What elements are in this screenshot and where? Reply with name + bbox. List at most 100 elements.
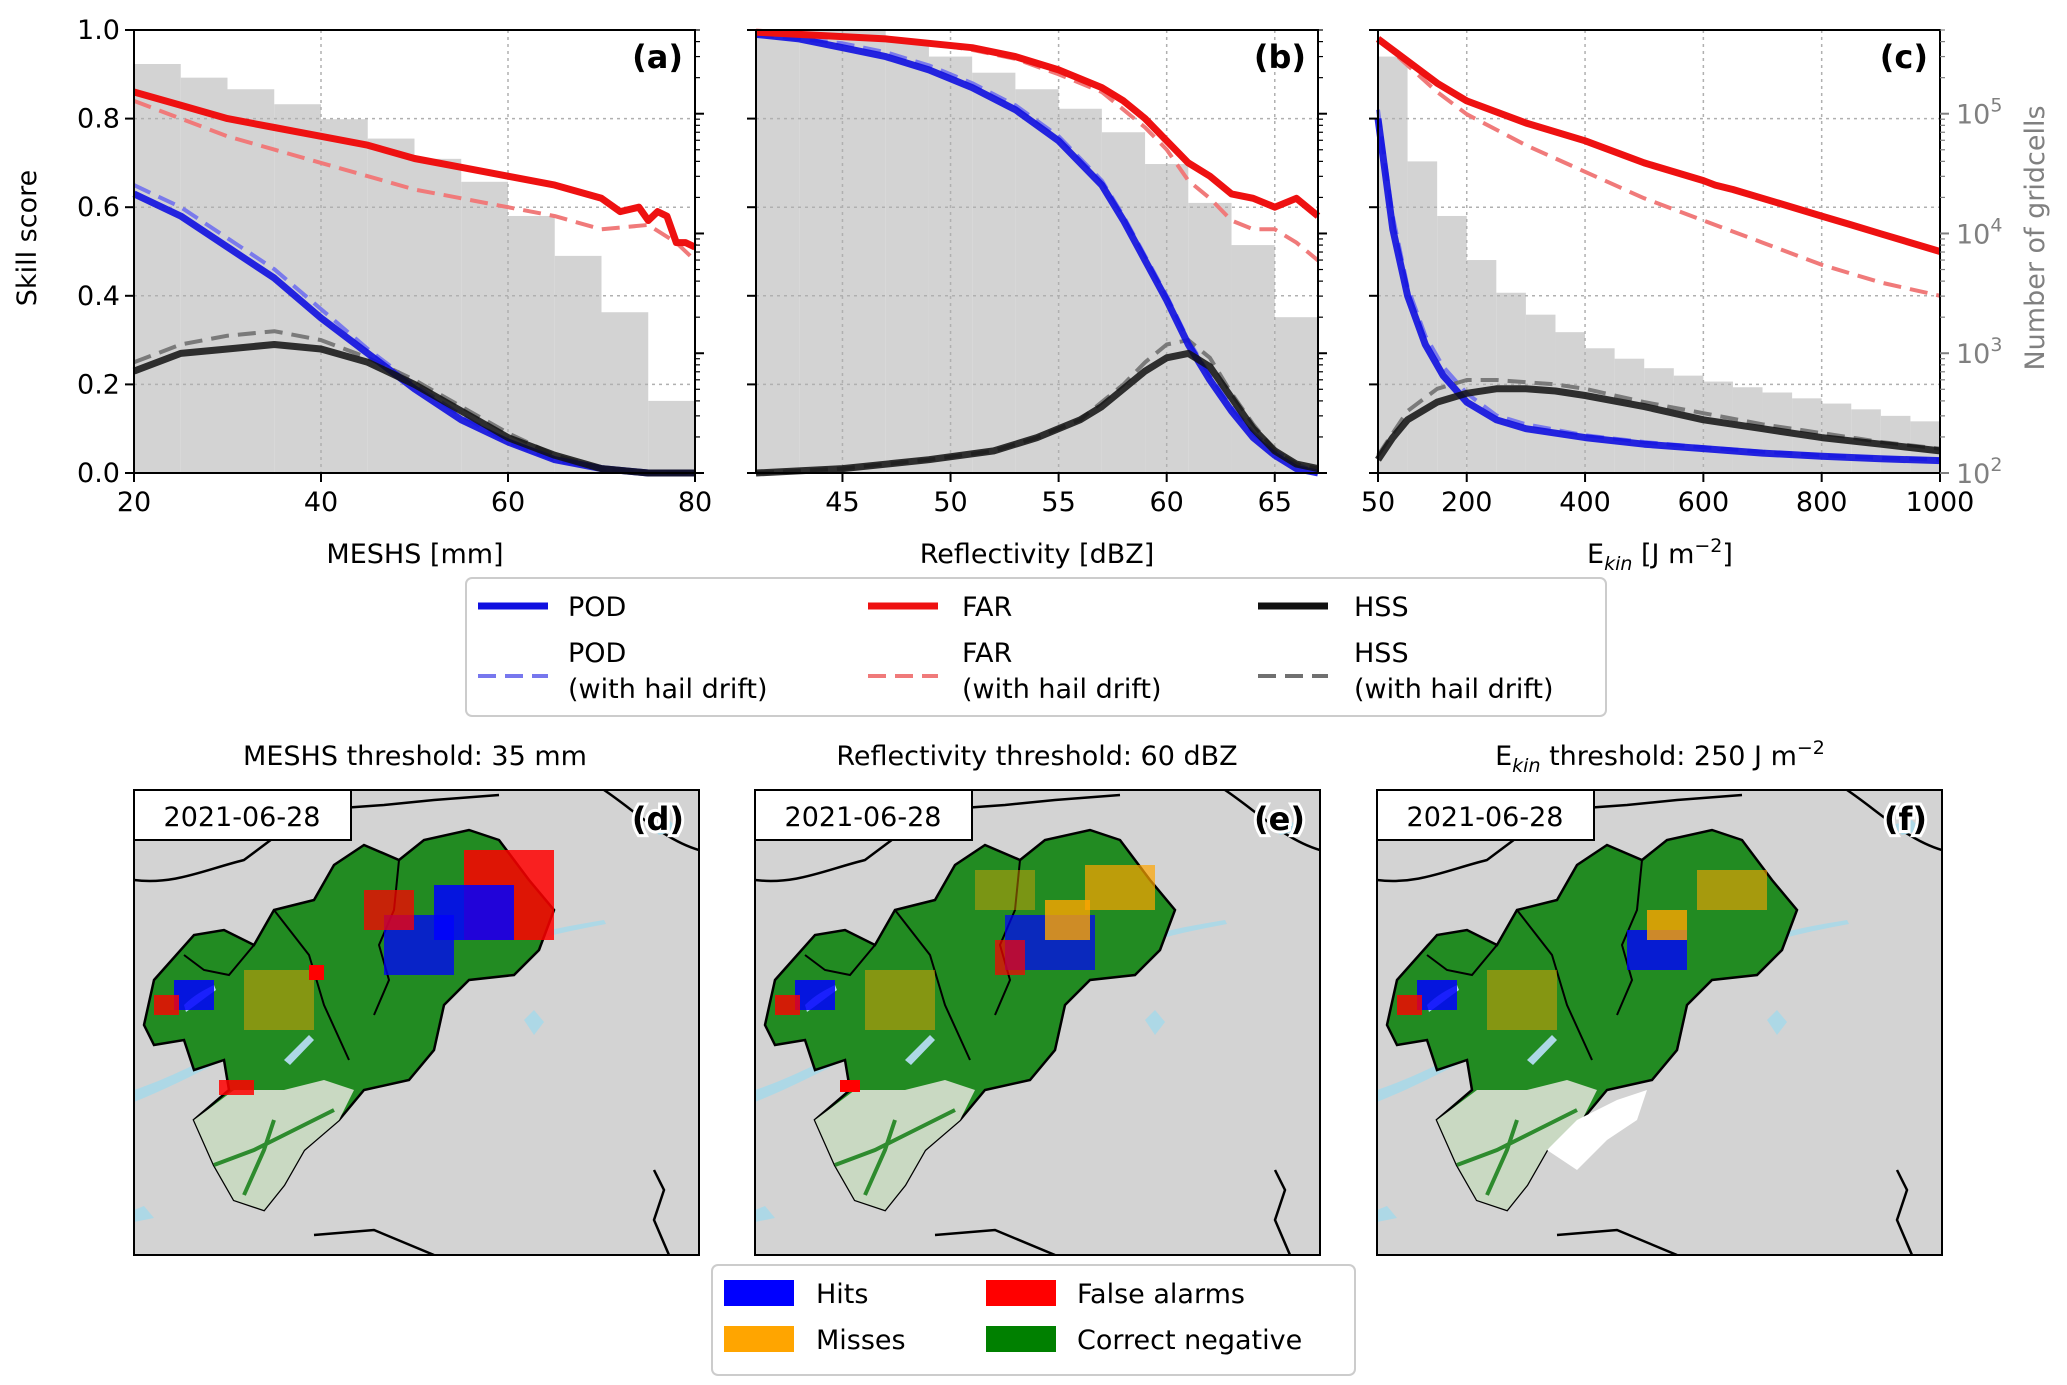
map-overlay-d <box>154 850 554 1095</box>
legend-label-false-alarms: False alarms <box>1077 1279 1245 1310</box>
legend-label-hits: Hits <box>816 1279 868 1310</box>
y-axis-label: Skill score <box>12 170 43 306</box>
histogram-bar <box>1644 368 1674 473</box>
series-line-far-with-hail-drift <box>133 99 697 262</box>
legend-label-misses: Misses <box>816 1325 906 1356</box>
chart-panel-a: 20 40 60 80 0.0 0.2 0.4 0.6 0.8 1.0 (a) <box>77 15 712 518</box>
histogram-bar <box>1101 132 1146 473</box>
legend-label-hss-drift-2: (with hail drift) <box>1354 674 1554 705</box>
y-tick-label: 1.0 <box>77 15 120 46</box>
panel-label-a: (a) <box>632 38 683 76</box>
histogram-bar <box>842 30 886 473</box>
series-line-hss <box>1375 385 1941 462</box>
histogram-bar <box>1437 215 1467 473</box>
y-tick-label: 0.4 <box>77 281 120 312</box>
legend-label-pod: POD <box>568 592 626 623</box>
histogram-bar <box>885 41 929 474</box>
series-line-pod <box>1374 118 1941 465</box>
histogram-bar <box>180 77 228 474</box>
map-overlay-f <box>1397 870 1767 1170</box>
histogram-bar <box>1015 89 1059 473</box>
map-frame-f <box>1376 789 1943 1256</box>
legend-lines: POD POD (with hail drift) FAR FAR (with … <box>465 577 1607 717</box>
histogram-bar <box>1188 202 1232 473</box>
legend-swatch-misses <box>724 1326 794 1352</box>
map-overlay-e <box>775 865 1155 1092</box>
legend-label-far-drift-2: (with hail drift) <box>962 674 1162 705</box>
histogram-bar <box>367 138 415 474</box>
histogram-bar <box>1703 381 1733 473</box>
y2-axis-label: Number of gridcells <box>2020 105 2051 370</box>
legend-label-hss-drift-1: HSS <box>1354 638 1409 669</box>
panel-label-f: (f) <box>1884 800 1927 838</box>
x-tick-label: 55 <box>1041 487 1075 518</box>
histogram-bar <box>1673 375 1704 473</box>
histogram-bar <box>134 64 181 473</box>
panel-label-d: (d) <box>632 800 684 838</box>
date-label-d: 2021-06-28 <box>164 802 321 833</box>
x-tick-label: 20 <box>117 487 151 518</box>
date-box-d <box>133 789 352 841</box>
map-panel-d: 2021-06-28 (d) <box>133 789 700 1256</box>
category-legend-box <box>711 1264 1356 1376</box>
chart-panel-b: 45 50 55 60 65 (b) <box>747 28 1327 518</box>
date-label-f: 2021-06-28 <box>1407 802 1564 833</box>
y2-tick-label: 105 <box>1956 95 2002 131</box>
x-tick-label: 45 <box>825 487 859 518</box>
y-tick-label: 0.6 <box>77 192 120 223</box>
series-line-pod <box>755 30 1319 477</box>
map-title-e: Reflectivity threshold: 60 dBZ <box>836 741 1237 772</box>
x-tick-label: 50 <box>933 487 967 518</box>
histogram-bar <box>1274 317 1318 473</box>
y2-tick-label: 104 <box>1956 214 2002 250</box>
legend-label-pod-drift-2: (with hail drift) <box>568 674 768 705</box>
map-panel-e: 2021-06-28 (e) <box>754 789 1321 1256</box>
map-title-f: Ekin threshold: 250 J m−2 <box>1495 737 1825 777</box>
series-line-far-with-hail-drift <box>755 30 1320 262</box>
x-axis-label-c: Ekin [J m−2] <box>1587 535 1733 575</box>
panel-label-e: (e) <box>1254 800 1305 838</box>
x-tick-label: 600 <box>1678 487 1730 518</box>
series-line-far <box>1375 36 1942 255</box>
series-line-hss <box>755 349 1319 477</box>
series-line-hss <box>132 341 695 477</box>
x-axis-label-a: MESHS [mm] <box>326 539 503 570</box>
histogram-bar <box>799 30 843 473</box>
date-box-f <box>1376 789 1595 841</box>
date-label-e: 2021-06-28 <box>785 802 942 833</box>
legend-label-far: FAR <box>962 592 1012 623</box>
legend-swatch-false-alarms <box>986 1280 1056 1306</box>
legend-box <box>465 577 1607 717</box>
legend-label-far-drift-1: FAR <box>962 638 1012 669</box>
histogram-bar <box>648 400 695 473</box>
series-line-far-with-hail-drift <box>1376 37 1941 298</box>
x-tick-label: 400 <box>1559 487 1611 518</box>
x-tick-label: 200 <box>1441 487 1493 518</box>
histogram-bar <box>1555 332 1586 473</box>
histogram-bar <box>508 215 555 473</box>
legend-label-pod-drift-1: POD <box>568 638 626 669</box>
histogram-bar <box>601 312 649 473</box>
histogram-bar <box>1614 358 1645 473</box>
histogram-bar <box>1466 260 1497 473</box>
x-tick-label: 60 <box>491 487 525 518</box>
histogram-bar <box>756 30 800 473</box>
date-box-e <box>754 789 973 841</box>
histogram-bar <box>227 89 275 473</box>
legend-swatch-correct-negative <box>986 1326 1056 1352</box>
x-tick-label: 60 <box>1150 487 1184 518</box>
x-tick-label: 40 <box>304 487 338 518</box>
y-tick-label: 0.2 <box>77 369 120 400</box>
series-line-hss-with-hail-drift <box>1376 378 1941 457</box>
map-title-d: MESHS threshold: 35 mm <box>243 741 587 772</box>
y2-tick-label: 103 <box>1956 334 2002 370</box>
x-axis-label-b: Reflectivity [dBZ] <box>920 539 1155 570</box>
series-line-far <box>133 88 697 251</box>
legend-label-hss: HSS <box>1354 592 1409 623</box>
y2-tick-label: 102 <box>1956 454 2002 490</box>
map-frame-e <box>754 789 1321 1256</box>
map-frame-d <box>133 789 700 1256</box>
y-tick-label: 0.8 <box>77 104 120 135</box>
